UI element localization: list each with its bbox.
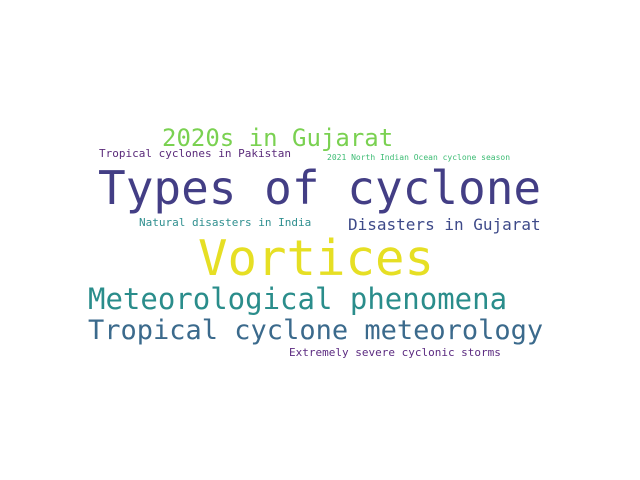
word-tropical-cyclones-in-pakistan: Tropical cyclones in Pakistan <box>99 147 292 160</box>
word-vortices: Vortices <box>198 230 435 287</box>
word-disasters-in-gujarat: Disasters in Gujarat <box>348 215 541 234</box>
word-extremely-severe-cyclonic-storms: Extremely severe cyclonic storms <box>289 346 501 359</box>
word-meteorological-phenomena: Meteorological phenomena <box>88 282 508 316</box>
word-2020s-in-gujarat: 2020s in Gujarat <box>162 124 394 152</box>
word-2021-north-indian-ocean-cyclone-season: 2021 North Indian Ocean cyclone season <box>327 153 511 162</box>
word-tropical-cyclone-meteorology: Tropical cyclone meteorology <box>88 315 544 346</box>
word-natural-disasters-in-india: Natural disasters in India <box>139 216 312 229</box>
word-types-of-cyclone: Types of cyclone <box>98 161 542 215</box>
